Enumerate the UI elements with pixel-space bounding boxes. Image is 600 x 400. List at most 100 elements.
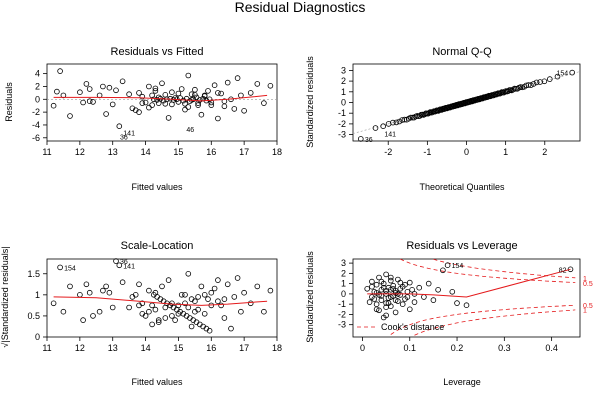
data-point <box>238 308 244 315</box>
y-tick-label: 2 <box>35 81 40 91</box>
cooks-distance-contour <box>400 258 576 283</box>
data-point <box>430 297 437 303</box>
point-label: 82 <box>559 267 567 274</box>
x-tick-label: 0.1 <box>403 343 416 353</box>
data-point <box>182 106 188 113</box>
data-point <box>357 136 364 142</box>
y-tick-label: 1.5 <box>27 269 40 279</box>
data-point <box>60 308 67 315</box>
data-point <box>152 85 159 92</box>
x-tick-label: 15 <box>173 147 183 157</box>
data-point <box>215 90 221 96</box>
data-point <box>390 119 396 126</box>
data-point <box>387 274 394 281</box>
data-point <box>146 83 152 90</box>
data-point <box>100 83 106 90</box>
data-point <box>119 78 126 85</box>
data-point <box>54 88 60 95</box>
data-point <box>149 302 155 309</box>
x-tick-label: 16 <box>206 343 216 353</box>
y-tick-label: 3 <box>341 258 346 268</box>
data-point <box>221 103 228 110</box>
data-point <box>136 109 142 115</box>
x-tick-label: 16 <box>206 147 216 157</box>
data-point <box>218 302 224 309</box>
data-point <box>165 115 172 121</box>
data-point <box>169 101 175 108</box>
data-point <box>421 294 427 300</box>
data-point <box>103 283 109 290</box>
point-label: 141 <box>384 132 396 139</box>
data-point <box>195 102 201 108</box>
data-point <box>178 86 185 92</box>
data-point <box>454 300 460 306</box>
x-tick-label: 1 <box>503 147 508 157</box>
data-point <box>57 264 63 271</box>
cooks-distance-contour <box>414 309 576 336</box>
data-point <box>77 291 83 298</box>
data-point <box>77 89 83 95</box>
data-point <box>372 125 379 131</box>
panel-title: Residuals vs Fitted <box>111 46 204 58</box>
y-axis-label: Standardized residuals <box>305 251 315 343</box>
data-point <box>234 75 241 81</box>
data-point <box>205 296 211 302</box>
data-point <box>159 283 165 290</box>
point-label: 141 <box>123 263 135 270</box>
data-point <box>160 97 167 104</box>
panel-title: Normal Q-Q <box>432 46 492 58</box>
data-point <box>146 308 152 315</box>
data-point <box>126 304 132 311</box>
data-point <box>113 258 119 264</box>
data-point <box>215 277 221 283</box>
x-tick-label: 18 <box>272 147 282 157</box>
data-point <box>175 302 182 309</box>
data-point <box>154 97 160 103</box>
data-point <box>406 279 413 286</box>
cooks-distance-contour <box>390 304 576 335</box>
x-tick-label: 13 <box>108 147 118 157</box>
plot-frame <box>46 258 278 338</box>
data-point <box>218 90 224 97</box>
y-tick-label: -2 <box>338 309 346 319</box>
data-point <box>397 279 404 286</box>
y-tick-label: 1 <box>341 279 346 289</box>
data-point <box>119 279 126 286</box>
data-point <box>567 266 574 273</box>
data-point <box>533 79 540 86</box>
data-point <box>224 281 231 288</box>
data-point <box>399 283 406 290</box>
data-point <box>100 287 106 294</box>
data-point <box>409 114 416 121</box>
data-point <box>440 267 446 274</box>
data-point <box>188 91 195 97</box>
data-point <box>387 277 394 284</box>
x-tick-label: 0.2 <box>451 343 464 353</box>
panel-residuals-vs-leverage: Residuals vs Leverage 0 0.1 0.2 0.3 0.4 -3-2-… <box>305 240 593 387</box>
data-point <box>238 92 244 99</box>
data-point <box>396 118 403 125</box>
data-point <box>201 291 208 298</box>
data-point <box>80 99 86 106</box>
data-point <box>201 310 208 317</box>
data-point <box>165 277 172 283</box>
data-point <box>376 274 382 281</box>
y-tick-label: 0 <box>35 332 40 342</box>
cooks-contour-label: 0.5 <box>583 281 593 288</box>
data-point <box>185 304 192 311</box>
data-point <box>116 123 123 129</box>
data-point <box>206 327 213 334</box>
data-point <box>393 119 400 126</box>
data-point <box>152 88 159 94</box>
data-point <box>83 81 90 87</box>
data-point <box>206 96 213 103</box>
data-point <box>96 308 103 315</box>
data-point <box>373 301 380 308</box>
x-axis-label: Fitted values <box>131 377 183 387</box>
data-point <box>376 307 382 314</box>
y-tick-label: -1 <box>338 108 346 118</box>
data-point <box>554 73 561 80</box>
point-label: 36 <box>120 259 128 266</box>
